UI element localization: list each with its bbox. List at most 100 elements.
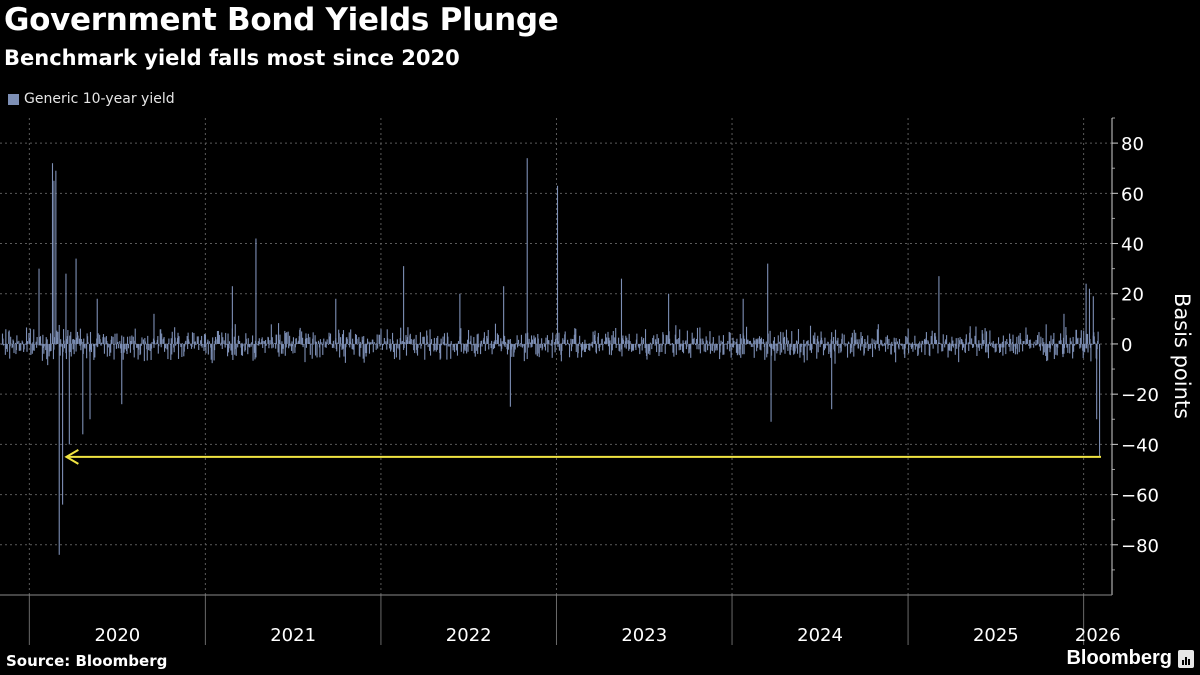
bar-noise bbox=[1072, 336, 1074, 344]
bar-noise bbox=[369, 343, 371, 345]
bar-noise bbox=[738, 343, 740, 356]
bar-noise bbox=[429, 343, 431, 351]
bar-noise bbox=[888, 343, 890, 345]
bar-noise bbox=[1094, 341, 1096, 344]
bar-noise bbox=[443, 343, 445, 346]
bar-noise bbox=[87, 336, 89, 344]
bar-noise bbox=[1088, 343, 1091, 345]
bar-noise bbox=[368, 341, 370, 344]
bar-noise bbox=[385, 341, 387, 344]
bar-noise bbox=[749, 340, 751, 344]
bar-noise bbox=[184, 343, 186, 347]
x-tick-label: 2022 bbox=[446, 625, 492, 646]
bar-noise bbox=[880, 343, 882, 346]
bar-noise bbox=[880, 339, 882, 344]
bar-noise bbox=[572, 338, 574, 344]
bar-noise bbox=[433, 343, 435, 352]
bar-noise bbox=[491, 343, 493, 355]
bar-noise bbox=[904, 343, 906, 349]
bar-noise bbox=[250, 343, 252, 347]
x-tick-label: 2023 bbox=[621, 625, 667, 646]
bar-noise bbox=[1018, 335, 1020, 344]
bar-noise bbox=[562, 338, 564, 344]
bar-noise bbox=[147, 335, 149, 344]
bar-noise bbox=[1018, 343, 1020, 353]
bar-noise bbox=[430, 339, 433, 344]
bar-noise bbox=[507, 343, 510, 350]
bar-noise bbox=[53, 343, 55, 350]
bar-noise bbox=[360, 343, 362, 348]
bar-noise bbox=[750, 342, 752, 344]
bar-noise bbox=[782, 332, 784, 344]
bar-noise bbox=[67, 330, 69, 344]
bar-noise bbox=[922, 343, 924, 345]
bar-noise bbox=[379, 334, 381, 344]
bar-noise bbox=[160, 329, 162, 344]
bar-noise bbox=[268, 343, 270, 349]
bar-noise bbox=[316, 343, 318, 358]
bar-noise bbox=[56, 330, 58, 344]
bar-noise bbox=[287, 331, 289, 344]
bar-noise bbox=[902, 343, 904, 350]
bar-noise bbox=[834, 343, 836, 364]
bar-noise bbox=[961, 343, 964, 351]
bar-noise bbox=[222, 337, 224, 344]
bar-noise bbox=[735, 341, 737, 344]
bar-noise bbox=[318, 342, 320, 344]
bar-noise bbox=[32, 343, 34, 351]
data-bar bbox=[96, 298, 98, 344]
bar-noise bbox=[97, 333, 99, 344]
bar-noise bbox=[306, 338, 308, 344]
bar-noise bbox=[391, 332, 394, 344]
bar-noise bbox=[717, 343, 719, 345]
bar-noise bbox=[466, 343, 468, 347]
bar-noise bbox=[989, 330, 991, 344]
bar-noise bbox=[86, 343, 88, 359]
bar-noise bbox=[578, 343, 580, 346]
bar-noise bbox=[43, 343, 45, 347]
bar-noise bbox=[516, 335, 518, 344]
bar-noise bbox=[776, 343, 778, 344]
bar-noise bbox=[403, 343, 405, 349]
bar-noise bbox=[816, 343, 818, 359]
bar-noise bbox=[992, 341, 994, 344]
bar-noise bbox=[809, 343, 811, 351]
bar-noise bbox=[103, 343, 105, 354]
bar-noise bbox=[857, 342, 859, 344]
bar-noise bbox=[218, 334, 220, 344]
bar-noise bbox=[392, 343, 395, 353]
bar-noise bbox=[452, 343, 454, 351]
bar-noise bbox=[1036, 343, 1038, 345]
bar-noise bbox=[836, 340, 838, 344]
bar-noise bbox=[387, 338, 389, 344]
bar-noise bbox=[491, 340, 493, 344]
bar-noise bbox=[858, 343, 860, 349]
bar-noise bbox=[784, 343, 786, 354]
bar-noise bbox=[598, 343, 600, 352]
bar-noise bbox=[19, 342, 21, 344]
bar-noise bbox=[164, 343, 167, 349]
y-axis-title: Basis points bbox=[1170, 293, 1194, 419]
bar-noise bbox=[579, 335, 581, 344]
bar-noise bbox=[63, 340, 65, 344]
bar-noise bbox=[536, 343, 538, 357]
bar-noise bbox=[908, 343, 910, 354]
bar-noise bbox=[583, 343, 585, 352]
bar-noise bbox=[643, 338, 645, 344]
bar-noise bbox=[937, 343, 939, 354]
bar-noise bbox=[985, 331, 988, 344]
bar-noise bbox=[894, 343, 896, 353]
bar-noise bbox=[850, 343, 852, 348]
bar-noise bbox=[73, 338, 75, 344]
bar-noise bbox=[849, 343, 851, 354]
bar-noise bbox=[773, 337, 775, 344]
bar-noise bbox=[52, 343, 55, 360]
bar-noise bbox=[968, 343, 970, 351]
bar-noise bbox=[548, 340, 550, 344]
bar-noise bbox=[49, 343, 51, 352]
bar-noise bbox=[252, 335, 254, 344]
bar-noise bbox=[624, 343, 626, 348]
bar-noise bbox=[264, 341, 266, 344]
bar-noise bbox=[696, 327, 699, 344]
bar-noise bbox=[427, 342, 429, 344]
